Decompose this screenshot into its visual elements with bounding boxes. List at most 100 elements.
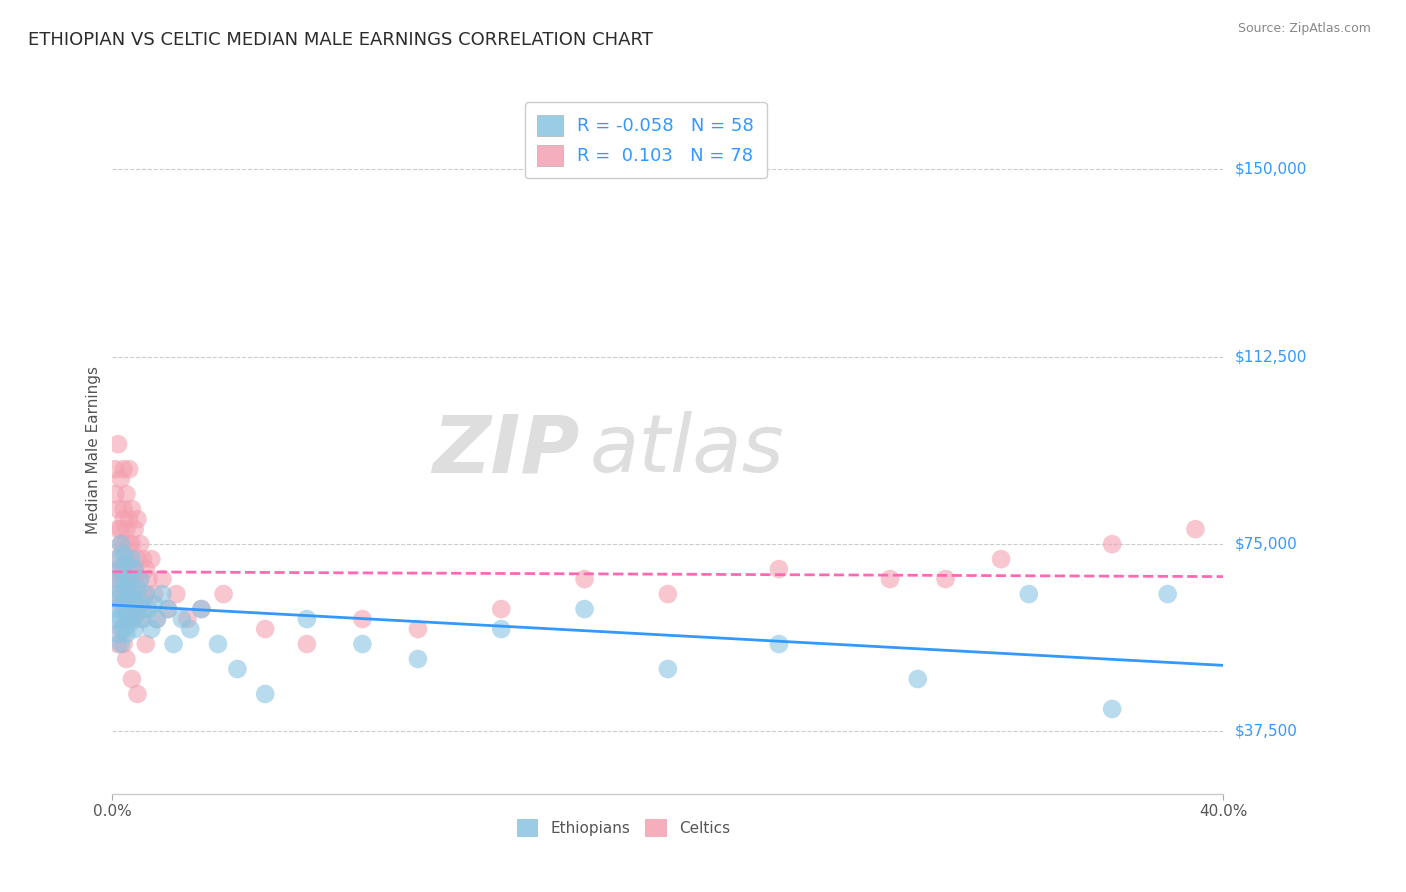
Point: [129, 572, 152, 586]
Point: [179, 622, 201, 636]
Point: [1101, 537, 1123, 551]
Point: [124, 562, 146, 576]
Point: [491, 622, 513, 636]
Point: [107, 572, 129, 586]
Point: [107, 437, 129, 451]
Point: [141, 552, 163, 566]
Point: [118, 587, 141, 601]
Point: [110, 622, 132, 636]
Point: [132, 602, 155, 616]
Point: [127, 687, 149, 701]
Point: [129, 612, 152, 626]
Point: [352, 637, 374, 651]
Point: [112, 462, 135, 476]
Point: [112, 622, 135, 636]
Point: [141, 622, 163, 636]
Point: [107, 587, 129, 601]
Point: [146, 612, 169, 626]
Y-axis label: Median Male Earnings: Median Male Earnings: [86, 367, 101, 534]
Point: [934, 572, 956, 586]
Point: [110, 537, 132, 551]
Point: [254, 622, 277, 636]
Point: [124, 602, 146, 616]
Point: [112, 547, 135, 561]
Point: [121, 562, 143, 576]
Point: [135, 562, 157, 576]
Point: [110, 587, 132, 601]
Point: [352, 612, 374, 626]
Point: [135, 587, 157, 601]
Text: ZIP: ZIP: [432, 411, 579, 490]
Point: [121, 502, 143, 516]
Point: [112, 562, 135, 576]
Point: [138, 602, 160, 616]
Point: [127, 582, 149, 596]
Point: [295, 612, 318, 626]
Point: [115, 487, 138, 501]
Point: [104, 587, 127, 601]
Point: [1101, 702, 1123, 716]
Point: [112, 502, 135, 516]
Point: [768, 562, 790, 576]
Point: [1156, 587, 1178, 601]
Point: [104, 487, 127, 501]
Point: [1184, 522, 1206, 536]
Point: [124, 522, 146, 536]
Point: [110, 537, 132, 551]
Point: [127, 607, 149, 621]
Point: [110, 472, 132, 486]
Point: [115, 607, 138, 621]
Point: [115, 522, 138, 536]
Point: [118, 572, 141, 586]
Point: [657, 587, 679, 601]
Point: [118, 462, 141, 476]
Point: [115, 557, 138, 571]
Point: [115, 552, 138, 566]
Point: [112, 512, 135, 526]
Point: [124, 597, 146, 611]
Point: [176, 612, 198, 626]
Point: [212, 587, 235, 601]
Point: [110, 637, 132, 651]
Point: [124, 572, 146, 586]
Point: [152, 587, 174, 601]
Point: [157, 602, 180, 616]
Point: [107, 627, 129, 641]
Point: [990, 552, 1012, 566]
Text: ETHIOPIAN VS CELTIC MEDIAN MALE EARNINGS CORRELATION CHART: ETHIOPIAN VS CELTIC MEDIAN MALE EARNINGS…: [28, 31, 652, 49]
Text: $150,000: $150,000: [1234, 162, 1306, 177]
Point: [110, 562, 132, 576]
Point: [132, 612, 155, 626]
Point: [406, 622, 429, 636]
Point: [107, 637, 129, 651]
Point: [190, 602, 212, 616]
Point: [135, 587, 157, 601]
Point: [132, 552, 155, 566]
Point: [121, 612, 143, 626]
Point: [118, 592, 141, 607]
Point: [110, 572, 132, 586]
Point: [138, 572, 160, 586]
Point: [491, 602, 513, 616]
Point: [879, 572, 901, 586]
Point: [121, 612, 143, 626]
Point: [574, 572, 596, 586]
Point: [112, 597, 135, 611]
Point: [112, 637, 135, 651]
Point: [768, 637, 790, 651]
Point: [170, 612, 193, 626]
Point: [124, 562, 146, 576]
Point: [104, 612, 127, 626]
Point: [121, 672, 143, 686]
Point: [406, 652, 429, 666]
Point: [121, 552, 143, 566]
Point: [107, 602, 129, 616]
Point: [254, 687, 277, 701]
Point: [127, 512, 149, 526]
Point: [121, 537, 143, 551]
Text: atlas: atlas: [591, 411, 785, 490]
Point: [107, 522, 129, 536]
Point: [112, 572, 135, 586]
Point: [124, 622, 146, 636]
Point: [115, 572, 138, 586]
